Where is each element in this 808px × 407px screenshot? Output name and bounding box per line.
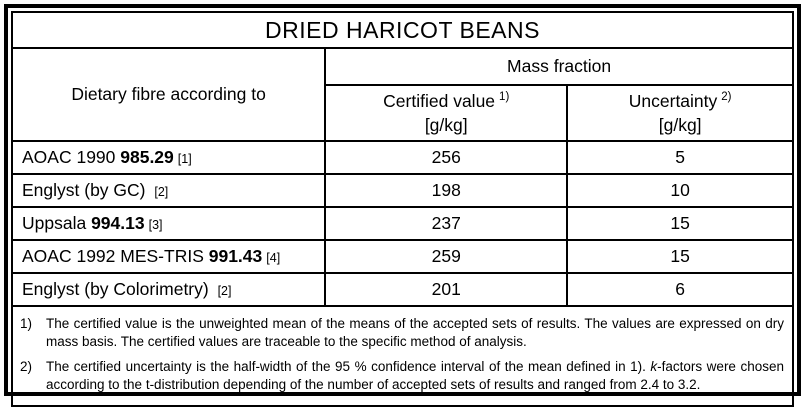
uncertainty-cell: 10 bbox=[566, 173, 794, 208]
row-header-label: Dietary fibre according to bbox=[10, 47, 327, 142]
title-row: DRIED HARICOT BEANS bbox=[11, 11, 794, 49]
page-title: DRIED HARICOT BEANS bbox=[11, 11, 794, 49]
method-name: AOAC 1990 bbox=[22, 147, 121, 167]
table-row: AOAC 1992 MES-TRIS 991.43 [4] 259 15 bbox=[10, 239, 794, 274]
footnote-text: The certified uncertainty is the half-wi… bbox=[46, 359, 784, 392]
certified-value-cell: 198 bbox=[324, 173, 569, 208]
footnote-1: 1) The certified value is the unweighted… bbox=[20, 315, 784, 351]
uncertainty-cell: 15 bbox=[566, 206, 794, 241]
uncertainty-cell: 6 bbox=[566, 272, 794, 307]
uncertainty-cell: 5 bbox=[566, 140, 794, 175]
footnote-marker: 2) bbox=[20, 359, 33, 374]
certified-value-cell: 201 bbox=[324, 272, 569, 307]
table-row: Englyst (by Colorimetry) [2] 201 6 bbox=[10, 272, 794, 307]
reference-bracket: [2] bbox=[154, 185, 169, 199]
footnote-marker: 1) bbox=[20, 316, 33, 331]
footnote-ref-sup: 1) bbox=[499, 90, 510, 103]
certified-value-cell: 259 bbox=[324, 239, 569, 274]
group-header-label: Mass fraction bbox=[324, 47, 794, 86]
column-unit: [g/kg] bbox=[424, 115, 468, 135]
method-name: AOAC 1992 MES-TRIS bbox=[22, 246, 209, 266]
dietary-fibre-table: DRIED HARICOT BEANS Dietary fibre accord… bbox=[10, 11, 794, 407]
italic-k: k bbox=[650, 359, 658, 374]
column-header-row: Certified value 1) [g/kg] Uncertainty 2) [g/… bbox=[12, 84, 794, 142]
reference-bracket: [4] bbox=[266, 251, 281, 265]
method-cell: AOAC 1992 MES-TRIS 991.43 [4] bbox=[10, 239, 327, 274]
table-row: Englyst (by GC) [2] 198 10 bbox=[10, 173, 794, 208]
column-label: Uncertainty bbox=[628, 90, 718, 111]
column-unit: [g/kg] bbox=[658, 115, 702, 135]
method-number: 985.29 bbox=[120, 147, 174, 167]
method-number: 994.13 bbox=[91, 213, 145, 233]
footnotes-row: 1) The certified value is the unweighted… bbox=[11, 305, 794, 407]
reference-bracket: [2] bbox=[217, 284, 232, 298]
method-cell: Uppsala 994.13 [3] bbox=[10, 206, 327, 241]
method-cell: Englyst (by GC) [2] bbox=[10, 173, 327, 208]
method-cell: Englyst (by Colorimetry) [2] bbox=[10, 272, 327, 307]
method-number: 991.43 bbox=[208, 246, 263, 266]
outer-frame: DRIED HARICOT BEANS Dietary fibre accord… bbox=[4, 4, 801, 407]
column-header-certified-value: Certified value 1) [g/kg] bbox=[324, 84, 569, 142]
reference-bracket: [3] bbox=[148, 218, 163, 232]
uncertainty-cell: 15 bbox=[566, 239, 794, 274]
table-row: AOAC 1990 985.29 [1] 256 5 bbox=[10, 140, 794, 175]
method-name: Englyst (by GC) bbox=[22, 180, 151, 200]
footnote-text: The certified value is the unweighted me… bbox=[46, 316, 784, 349]
method-name: Uppsala bbox=[22, 213, 92, 233]
column-header-uncertainty: Uncertainty 2) [g/kg] bbox=[566, 84, 794, 142]
group-header-row: Dietary fibre according to Mass fraction bbox=[10, 47, 794, 142]
method-cell: AOAC 1990 985.29 [1] bbox=[10, 140, 327, 175]
certified-value-cell: 237 bbox=[324, 206, 569, 241]
table-row: Uppsala 994.13 [3] 237 15 bbox=[10, 206, 794, 241]
reference-bracket: [1] bbox=[177, 152, 192, 166]
method-name: Englyst (by Colorimetry) bbox=[22, 279, 214, 299]
footnotes-cell: 1) The certified value is the unweighted… bbox=[11, 305, 794, 407]
footnote-ref-sup: 2) bbox=[721, 90, 732, 103]
certified-value-cell: 256 bbox=[324, 140, 569, 175]
column-label: Certified value bbox=[383, 90, 496, 111]
footnote-2: 2) The certified uncertainty is the half… bbox=[20, 358, 784, 394]
